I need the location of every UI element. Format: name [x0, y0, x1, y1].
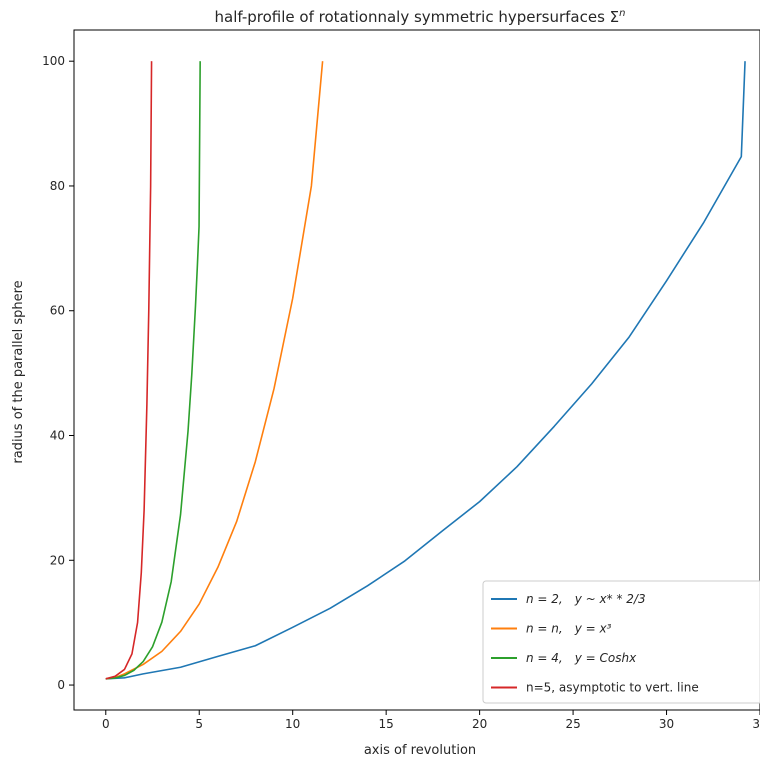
legend: n = 2, y ~ x* * 2/3 n = n, y = x³ n = 4, y = … [482, 580, 760, 704]
y-axis-ticks: 0 20 40 60 80 100 [42, 54, 74, 692]
legend-label: n = 4, y = Coshx [526, 651, 637, 665]
x-tick-label: 35 [752, 717, 760, 731]
y-tick-label: 40 [50, 429, 65, 443]
plot-frame [73, 29, 760, 711]
y-tick-label: 100 [42, 54, 65, 68]
series-line-4 [105, 61, 153, 680]
y-tick-label: 0 [57, 678, 65, 692]
x-tick-label: 10 [285, 717, 300, 731]
x-tick-label: 5 [195, 717, 203, 731]
chart-title: half-profile of rotationnaly symmetric h… [215, 8, 626, 26]
x-axis-label: axis of revolution [364, 743, 476, 758]
plot-area [73, 29, 760, 711]
y-tick-label: 60 [50, 304, 65, 318]
x-tick-label: 30 [659, 717, 674, 731]
series-line-3 [105, 61, 201, 680]
x-tick-label: 25 [565, 717, 580, 731]
series-line-2 [105, 61, 324, 680]
legend-label: n = n, y = x³ [526, 622, 612, 636]
legend-label: n = 2, y ~ x* * 2/3 [526, 592, 646, 606]
x-axis-ticks: 0 5 10 15 20 25 30 35 [102, 710, 760, 731]
x-tick-label: 15 [379, 717, 394, 731]
series-line-1 [105, 61, 746, 680]
x-tick-label: 20 [472, 717, 487, 731]
y-tick-label: 20 [50, 553, 65, 567]
x-tick-label: 0 [102, 717, 110, 731]
legend-box [482, 580, 760, 704]
y-tick-label: 80 [50, 179, 65, 193]
legend-label: n=5, asymptotic to vert. line [526, 681, 699, 695]
y-axis-label: radius of the parallel sphere [11, 280, 26, 463]
